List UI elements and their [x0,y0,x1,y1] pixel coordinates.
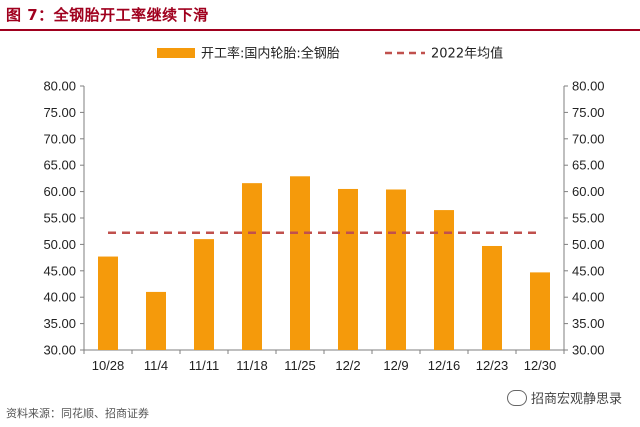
y2-tick-label: 30.00 [572,343,605,358]
x-tick-label: 12/23 [476,358,509,373]
watermark: 招商宏观静思录 [506,388,622,407]
source-note: 资料来源：同花顺、招商证券 [6,407,149,420]
x-tick-label: 12/16 [428,358,461,373]
bar [530,272,550,350]
x-tick-label: 12/9 [383,358,408,373]
watermark-text: 招商宏观静思录 [530,392,622,407]
y2-tick-labels: 30.00 35.00 40.00 45.00 50.00 55.00 60.00 65.00… [572,79,605,358]
y-tick-label: 75.00 [43,105,76,120]
bar [386,189,406,350]
x-tick-labels: 10/28 11/4 11/11 11/18 11/25 12/2 12/9 12/16 12/… [92,358,557,373]
bar [194,239,214,350]
y2-tick-label: 40.00 [572,290,605,305]
y2-tick-label: 80.00 [572,79,605,94]
legend-line-label: 2022年均值 [431,46,503,62]
y-tick-label: 40.00 [43,290,76,305]
y2-tick-label: 70.00 [572,131,605,146]
y-tick-label: 30.00 [43,343,76,358]
x-tick-label: 11/25 [284,358,316,373]
y-tick-label: 60.00 [43,184,76,199]
y-tick-label: 80.00 [43,79,76,94]
y-tick-label: 55.00 [43,211,76,226]
y-tick-label: 65.00 [43,158,76,173]
bar [290,176,310,350]
legend-bar-label: 开工率:国内轮胎:全钢胎 [201,46,340,62]
y2-tick-label: 75.00 [572,105,605,120]
y2-tick-label: 55.00 [572,211,605,226]
x-tick-label: 12/2 [335,358,360,373]
y-tick-labels: 30.00 35.00 40.00 45.00 50.00 55.00 60.00 65.00… [43,79,76,358]
y-tick-label: 45.00 [43,263,76,278]
x-tick-label: 11/11 [189,358,220,373]
title-divider [0,29,640,31]
legend-bar-swatch [157,48,195,58]
y-tick-label: 35.00 [43,316,76,331]
bar-line-chart: 开工率:国内轮胎:全钢胎 2022年均值 10/28 11/4 11/11 11/18 1… [43,46,605,374]
x-tick-label: 12/30 [524,358,557,373]
bar [338,188,358,350]
bar [482,245,502,350]
x-tick-label: 11/18 [236,358,268,373]
y-tick-label: 50.00 [43,237,76,252]
y2-tick-label: 60.00 [572,184,605,199]
y-tick-label: 70.00 [43,131,76,146]
y2-tick-label: 45.00 [572,263,605,278]
bar-series [98,176,550,350]
y2-tick-label: 35.00 [572,316,605,331]
bar [434,210,454,350]
y2-tick-label: 50.00 [572,237,605,252]
y2-tick-label: 65.00 [572,158,605,173]
bar [146,291,166,350]
bar [242,183,262,350]
x-tick-label: 10/28 [92,358,125,373]
x-tick-label: 11/4 [144,358,168,373]
wechat-icon [506,389,527,406]
bar [98,256,118,350]
legend: 开工率:国内轮胎:全钢胎 2022年均值 [157,46,503,62]
chart-title: 图 7：全钢胎开工率继续下滑 [6,6,209,24]
